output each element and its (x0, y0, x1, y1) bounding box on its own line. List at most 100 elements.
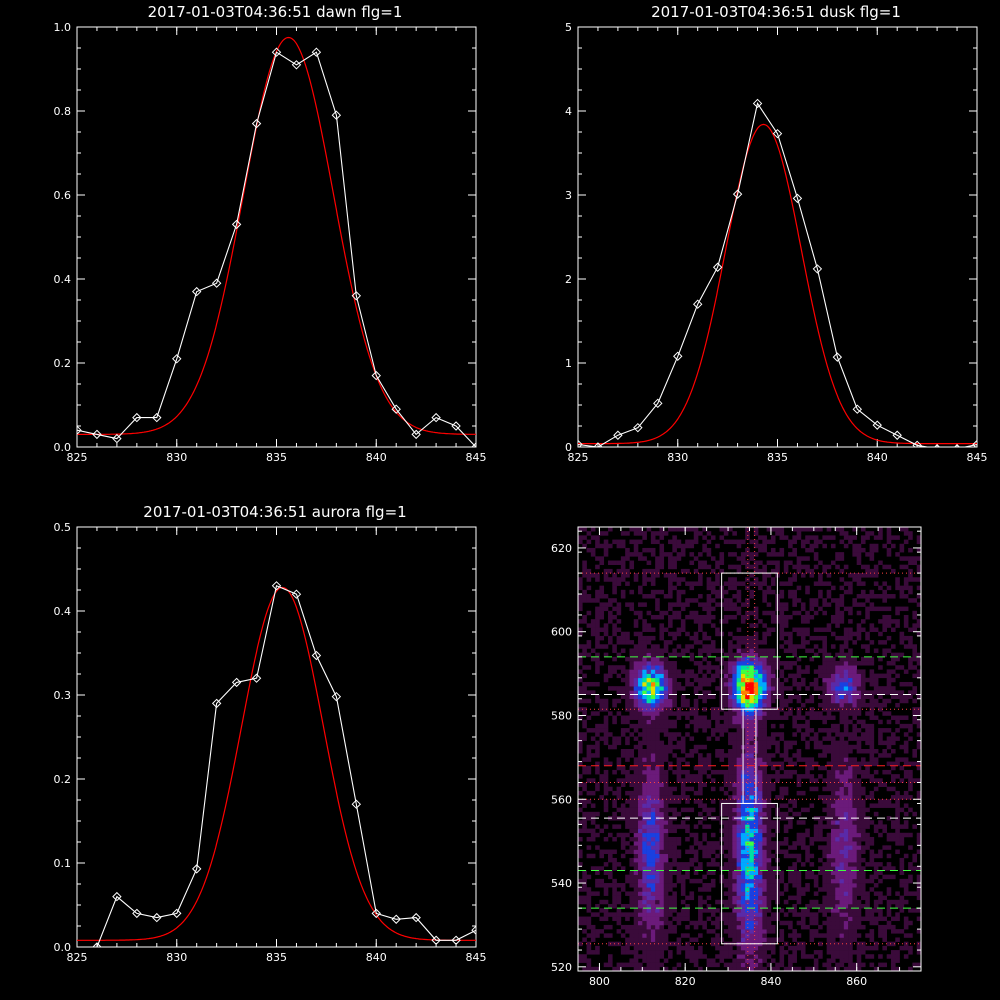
image-pixel (886, 903, 892, 909)
image-pixel (646, 895, 652, 901)
image-pixel (873, 870, 879, 875)
image-pixel (749, 795, 755, 800)
image-pixel (770, 774, 776, 779)
image-pixel (633, 912, 639, 917)
image-pixel (616, 920, 622, 926)
image-pixel (818, 627, 823, 633)
image-pixel (642, 619, 647, 624)
image-pixel (809, 920, 815, 926)
image-pixel (633, 711, 639, 716)
image-pixel (676, 732, 682, 737)
image-pixel (676, 765, 682, 771)
image-pixel (578, 669, 583, 674)
image-pixel (916, 874, 921, 880)
image-pixel (625, 736, 630, 741)
image-pixel (800, 602, 806, 607)
image-pixel (753, 652, 759, 658)
image-pixel (882, 916, 887, 922)
image-pixel (839, 790, 845, 796)
image-pixel (586, 941, 592, 947)
image-pixel (732, 694, 737, 700)
image-pixel (663, 673, 669, 679)
aurora-data-point (231, 677, 242, 688)
image-pixel (668, 824, 673, 829)
image-pixel (629, 937, 635, 942)
image-pixel (869, 673, 875, 679)
image-pixel (693, 836, 699, 842)
image-pixel (578, 790, 583, 796)
image-pixel (616, 962, 622, 968)
image-pixel (770, 581, 776, 586)
image-pixel (655, 677, 660, 683)
image-pixel (616, 619, 622, 624)
image-pixel (728, 841, 733, 846)
image-pixel (702, 769, 707, 775)
image-pixel (770, 673, 776, 679)
image-pixel (578, 774, 583, 779)
image-pixel (878, 686, 883, 691)
image-pixel (732, 761, 737, 767)
image-pixel (796, 841, 802, 846)
image-pixel (616, 908, 622, 913)
image-pixel (582, 782, 587, 787)
image-pixel (693, 719, 699, 725)
image-pixel (788, 954, 793, 959)
image-pixel (895, 937, 900, 942)
image-pixel (685, 778, 690, 783)
image-pixel (779, 929, 785, 934)
image-pixel (578, 732, 583, 737)
dawn-fit-curve (77, 36, 476, 435)
image-pixel (783, 581, 789, 586)
image-pixel (822, 903, 827, 909)
image-pixel (796, 887, 802, 892)
image-pixel (749, 908, 755, 913)
image-pixel (646, 807, 652, 813)
image-pixel (638, 824, 643, 829)
image-pixel (603, 652, 609, 658)
image-pixel (638, 740, 643, 746)
image-pixel (612, 614, 617, 620)
image-pixel (612, 598, 617, 603)
image-pixel (603, 807, 609, 813)
image-pixel (800, 841, 806, 846)
image-pixel (899, 694, 905, 700)
image-pixel (749, 954, 755, 959)
image-pixel (878, 690, 883, 695)
image-pixel (710, 962, 716, 968)
image-pixel (586, 690, 592, 695)
image-pixel (856, 744, 862, 750)
image-pixel (848, 782, 853, 787)
image-pixel (668, 723, 673, 729)
image-pixel (916, 585, 921, 591)
image-pixel (698, 845, 703, 850)
image-pixel (578, 740, 583, 746)
image-pixel (753, 824, 759, 829)
image-pixel (620, 715, 626, 720)
image-pixel (633, 698, 639, 704)
image-pixel (723, 715, 729, 720)
image-pixel (796, 698, 802, 704)
image-pixel (856, 690, 862, 695)
image-pixel (800, 681, 806, 687)
image-pixel (655, 740, 660, 746)
image-pixel (792, 950, 797, 955)
image-pixel (813, 652, 819, 658)
image-pixel (603, 627, 609, 633)
image-pixel (770, 610, 776, 616)
image-pixel (835, 950, 840, 955)
image-pixel (865, 899, 870, 905)
image-pixel (625, 937, 630, 942)
image-pixel (668, 853, 673, 859)
image-pixel (642, 941, 647, 947)
image-pixel (822, 702, 827, 708)
image-pixel (878, 640, 883, 645)
image-pixel (578, 853, 583, 859)
image-pixel (578, 761, 583, 767)
image-pixel (822, 635, 827, 641)
image-pixel (775, 740, 780, 746)
image-pixel (586, 753, 592, 758)
image-pixel (813, 836, 819, 842)
image-pixel (835, 744, 840, 750)
image-pixel (723, 899, 729, 905)
